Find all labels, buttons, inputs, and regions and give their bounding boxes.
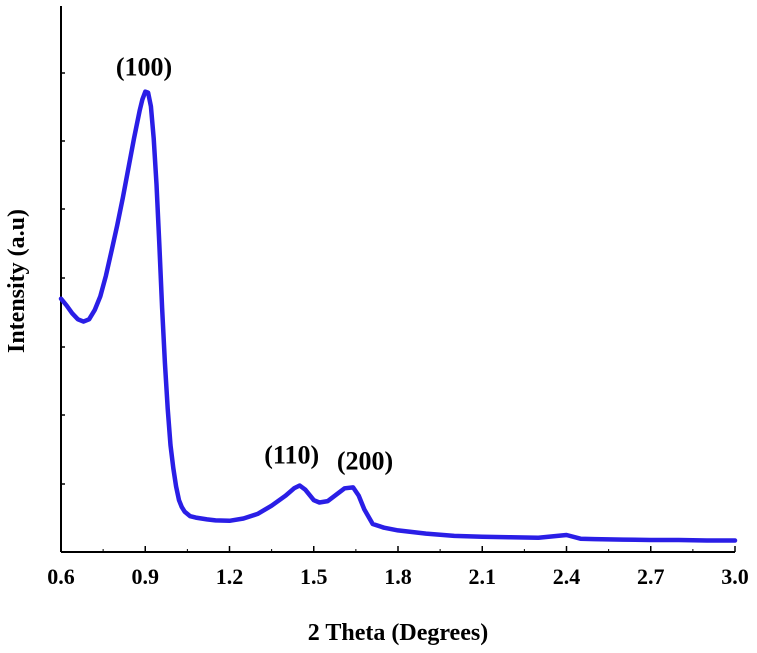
peak-label-2: (200) [337,446,393,475]
x-tick-label-4: 1.8 [384,564,412,589]
x-tick-label-1: 0.9 [132,564,160,589]
x-tick-label-8: 3.0 [721,564,749,589]
x-tick-label-3: 1.5 [300,564,328,589]
x-tick-label-6: 2.4 [553,564,581,589]
series-line-0 [58,89,738,543]
x-tick-label-7: 2.7 [637,564,665,589]
plot-area: 0.6 0.9 1.2 1.5 1.8 2.1 2.4 2.7 3.0 (100) (110) (20… [47,6,749,589]
x-tick-label-2: 1.2 [216,564,244,589]
x-tick-label-0: 0.6 [47,564,75,589]
x-axis-title: 2 Theta (Degrees) [308,620,488,646]
y-axis-title: Intensity (a.u) [4,209,30,353]
x-tick-label-5: 2.1 [469,564,497,589]
peak-label-1: (110) [264,441,319,470]
peak-label-0: (100) [116,53,172,82]
